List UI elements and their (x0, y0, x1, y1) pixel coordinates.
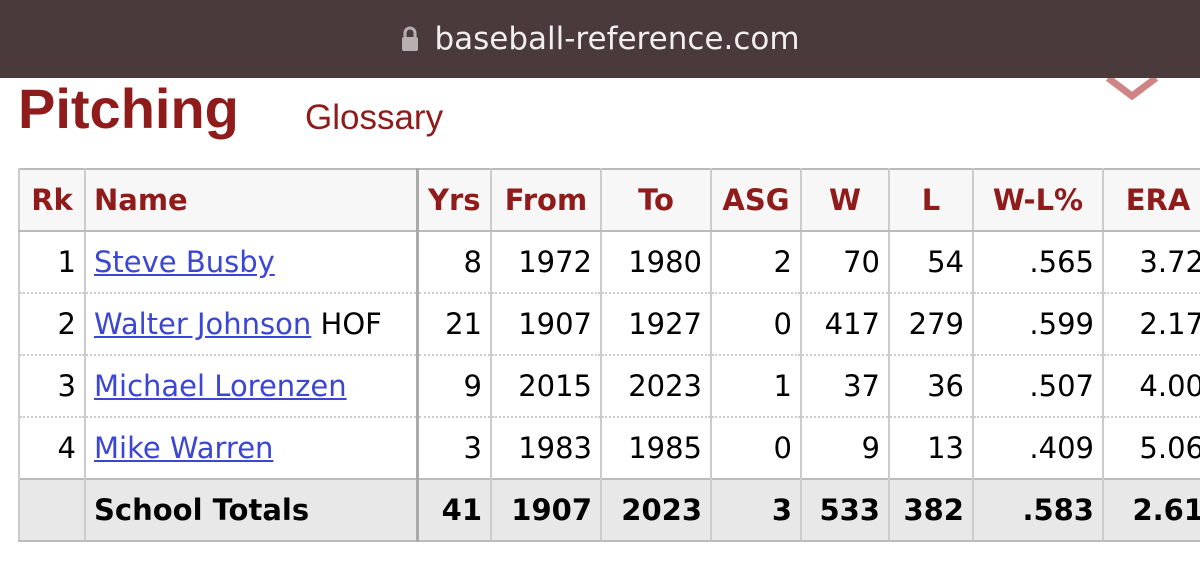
stat-cell: .409 (972, 417, 1104, 480)
name-cell: Mike Warren (84, 417, 419, 480)
glossary-link[interactable]: Glossary (305, 98, 444, 137)
stat-cell: 54 (888, 231, 974, 294)
stat-cell: .583 (972, 478, 1104, 542)
stat-cell: 8 (416, 231, 492, 294)
table-container: Rk Name Yrs From To ASG W L W-L% ERA 1 Steve Busby… (18, 168, 1200, 542)
lock-icon (402, 26, 419, 51)
header-row: Rk Name Yrs From To ASG W L W-L% ERA (18, 169, 1200, 232)
column-header: ERA (1102, 169, 1200, 232)
rank-cell: 3 (18, 355, 86, 418)
column-header: W (800, 169, 890, 232)
stat-cell: 279 (888, 293, 974, 356)
stat-cell: .507 (972, 355, 1104, 418)
stat-cell: 0 (710, 417, 802, 480)
stat-cell: 3 (416, 417, 492, 480)
stat-cell: 2.17 (1102, 293, 1200, 356)
stat-cell: 13 (888, 417, 974, 480)
totals-row: School Totals 41 1907 2023 3 533 382.583 2.61 (18, 478, 1200, 542)
table-row: 4 Mike Warren 3 1983 1985 0 9 13.409 5.06 (18, 417, 1200, 480)
stat-cell: 1980 (600, 231, 712, 294)
stat-cell: 533 (800, 478, 890, 542)
stat-cell: 2 (710, 231, 802, 294)
player-link[interactable]: Walter Johnson (94, 307, 312, 341)
url: baseball-reference.com (434, 21, 800, 57)
name-cell: Walter Johnson HOF (84, 293, 419, 356)
rank-cell: 4 (18, 417, 86, 480)
stat-cell: 2023 (600, 478, 712, 542)
player-link[interactable]: Steve Busby (94, 245, 275, 279)
stat-cell: 36 (888, 355, 974, 418)
stat-cell: 2.61 (1102, 478, 1200, 542)
pitching-table: Rk Name Yrs From To ASG W L W-L% ERA 1 Steve Busby… (18, 168, 1200, 542)
stat-cell: 2023 (600, 355, 712, 418)
column-header: Name (84, 169, 419, 232)
address-bar[interactable]: baseball-reference.com (0, 0, 1200, 78)
table-row: 3 Michael Lorenzen 9 2015 2023 1 37 36.507 4.00 (18, 355, 1200, 418)
stat-cell: 0 (710, 293, 802, 356)
hof-tag: HOF (320, 307, 382, 341)
stat-cell: 417 (800, 293, 890, 356)
column-header: W-L% (972, 169, 1104, 232)
stat-cell: 37 (800, 355, 890, 418)
stat-cell: 382 (888, 478, 974, 542)
close-button[interactable] (1104, 78, 1160, 100)
stat-cell: 9 (800, 417, 890, 480)
stat-cell: 2015 (490, 355, 602, 418)
column-header: ASG (710, 169, 802, 232)
column-header: From (490, 169, 602, 232)
stat-cell: 1927 (600, 293, 712, 356)
column-header: L (888, 169, 974, 232)
stat-cell: 41 (416, 478, 492, 542)
stat-cell: 3.72 (1102, 231, 1200, 294)
column-header: Rk (18, 169, 86, 232)
player-link[interactable]: Michael Lorenzen (94, 369, 347, 403)
stat-cell: 3 (710, 478, 802, 542)
stat-cell: 70 (800, 231, 890, 294)
column-header: To (600, 169, 712, 232)
stat-cell: 1907 (490, 293, 602, 356)
stat-cell: 4.00 (1102, 355, 1200, 418)
table-row: 2 Walter Johnson HOF 21 1907 1927 0 417 279.599… (18, 293, 1200, 356)
stat-cell: 1985 (600, 417, 712, 480)
rank-cell: 2 (18, 293, 86, 356)
player-link[interactable]: Mike Warren (94, 431, 274, 465)
stat-cell: .565 (972, 231, 1104, 294)
stat-cell: .599 (972, 293, 1104, 356)
section-title: Pitching (18, 77, 239, 140)
totals-label: School Totals (84, 478, 419, 542)
stat-cell: 21 (416, 293, 492, 356)
rank-cell (18, 478, 86, 542)
stat-cell: 1 (710, 355, 802, 418)
rank-cell: 1 (18, 231, 86, 294)
stat-cell: 1983 (490, 417, 602, 480)
stat-cell: 9 (416, 355, 492, 418)
table-row: 1 Steve Busby 8 1972 1980 2 70 54.565 3.72 (18, 231, 1200, 294)
name-cell: Steve Busby (84, 231, 419, 294)
stat-cell: 5.06 (1102, 417, 1200, 480)
stat-cell: 1907 (490, 478, 602, 542)
stat-cell: 1972 (490, 231, 602, 294)
name-cell: Michael Lorenzen (84, 355, 419, 418)
column-header: Yrs (416, 169, 492, 232)
